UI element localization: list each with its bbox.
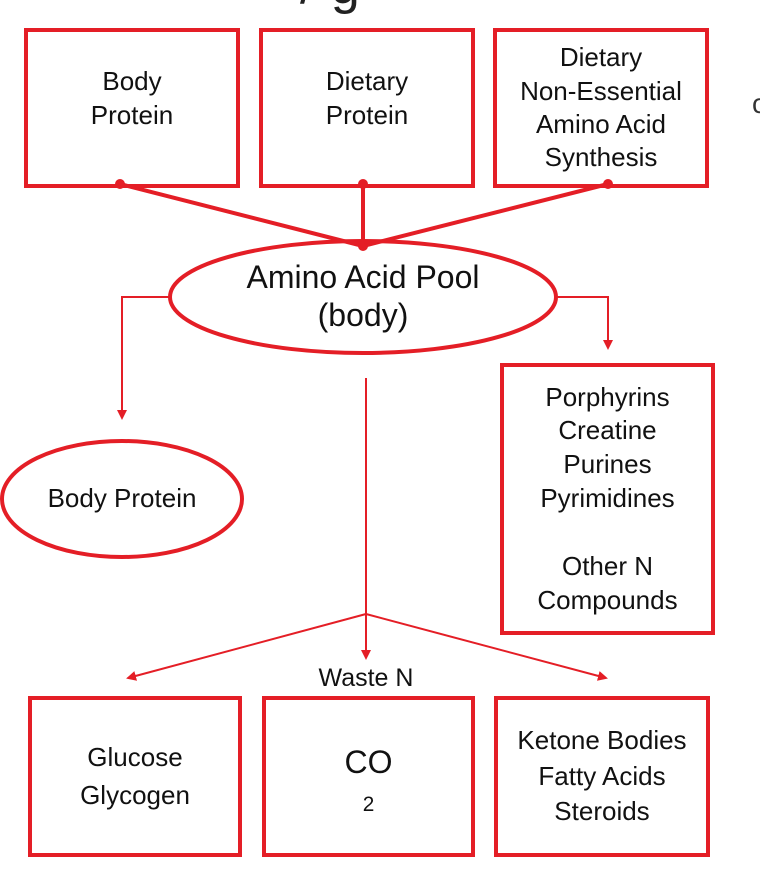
label-ketone-fatty-steroids: Ketone Bodies Fatty Acids Steroids xyxy=(517,725,687,827)
label-body-protein: Body Protein xyxy=(47,483,197,514)
cropped-edge-glyph: c xyxy=(752,88,760,119)
cropped-title-fragment: / g xyxy=(300,0,361,16)
arrow-to-body-protein xyxy=(117,296,170,420)
label-amino-acid-pool: Amino Acid Pool (body) xyxy=(246,258,480,333)
box-co2 xyxy=(262,696,475,857)
connector-line-right xyxy=(362,182,609,248)
label-dietary-protein: Dietary Protein xyxy=(325,66,409,130)
label-n-compounds: Porphyrins Creatine Purines Pyrimidines … xyxy=(537,381,678,615)
arrow-to-n-compounds xyxy=(556,296,613,350)
label-waste-n: Waste N xyxy=(266,660,466,696)
label-body-protein-source: Body Protein xyxy=(90,66,174,130)
box-ketone-fatty-steroids xyxy=(494,696,710,857)
arrow-to-ketone xyxy=(365,613,608,681)
label-glucose-glycogen: Glucose Glycogen xyxy=(80,741,190,810)
label-co2: CO 2 xyxy=(344,744,393,817)
connector-line-left xyxy=(119,182,364,248)
box-n-compounds xyxy=(500,363,715,635)
body-protein-ellipse xyxy=(0,439,244,559)
label-nonessential-synthesis: Dietary Non-Essential Amino Acid Synthes… xyxy=(520,42,682,173)
box-glucose-glycogen xyxy=(28,696,242,857)
arrow-to-glucose xyxy=(126,613,367,681)
